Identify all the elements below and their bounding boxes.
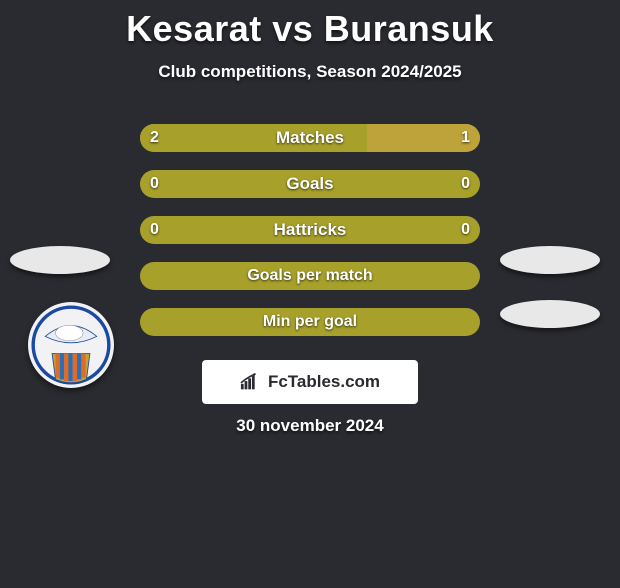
stat-right-value: 1: [461, 124, 470, 152]
stat-row-min-per-goal: Min per goal: [140, 308, 480, 336]
page-subtitle: Club competitions, Season 2024/2025: [0, 62, 620, 82]
stat-row-hattricks: 0 Hattricks 0: [140, 216, 480, 244]
right-player-ellipse-2: [500, 300, 600, 328]
brand-box: FcTables.com: [202, 360, 418, 404]
date-stamp: 30 november 2024: [0, 416, 620, 436]
page-title: Kesarat vs Buransuk: [0, 8, 620, 50]
stat-row-goals-per-match: Goals per match: [140, 262, 480, 290]
club-logo-svg: [28, 302, 114, 388]
stat-label: Hattricks: [140, 216, 480, 244]
stat-label: Goals per match: [247, 267, 372, 284]
left-player-ellipse: [10, 246, 110, 274]
right-player-ellipse-1: [500, 246, 600, 274]
club-logo: [28, 302, 114, 388]
bar-chart-icon: [240, 372, 262, 392]
stats-area: 2 Matches 1 0 Goals 0 0 Hattricks 0 Goal…: [0, 124, 620, 384]
stat-row-matches: 2 Matches 1: [140, 124, 480, 152]
stat-label: Goals: [140, 170, 480, 198]
stat-right-value: 0: [461, 170, 470, 198]
brand-text: FcTables.com: [268, 372, 380, 392]
stat-row-goals: 0 Goals 0: [140, 170, 480, 198]
stat-label: Matches: [140, 124, 480, 152]
stat-right-value: 0: [461, 216, 470, 244]
stat-label: Min per goal: [263, 313, 357, 330]
